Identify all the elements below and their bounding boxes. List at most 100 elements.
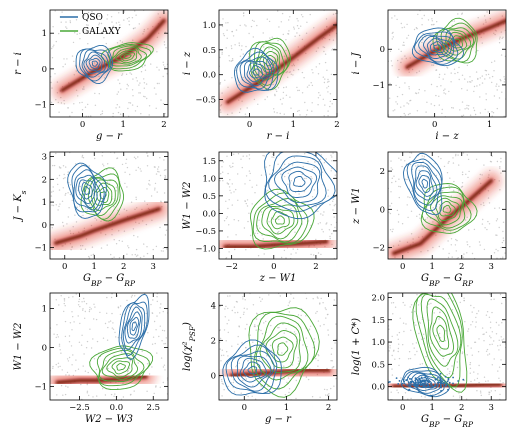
outlier-point (232, 162, 234, 164)
outlier-point (155, 245, 158, 248)
outlier-point (219, 82, 222, 84)
outlier-point (234, 312, 236, 314)
outlier-point (157, 170, 159, 173)
galaxy-contour-line (271, 336, 294, 363)
outlier-point (63, 298, 65, 300)
qso-point (405, 379, 408, 381)
outlier-point (252, 341, 254, 343)
outlier-point (152, 248, 154, 251)
outlier-point (62, 187, 64, 189)
outlier-point (489, 327, 492, 329)
x-tick-label: 2 (334, 120, 339, 130)
outlier-point (435, 335, 437, 337)
outlier-point (477, 351, 480, 353)
outlier-point (237, 199, 239, 201)
outlier-point (305, 337, 307, 339)
qso-point (424, 376, 427, 379)
y-tick-label: 0.5 (202, 46, 216, 56)
outlier-point (223, 34, 225, 37)
qso-point (444, 375, 447, 378)
outlier-point (288, 30, 290, 32)
outlier-point (409, 156, 411, 158)
qso-contour-line (67, 162, 107, 219)
outlier-point (228, 60, 231, 62)
outlier-point (115, 107, 117, 109)
outlier-point (139, 82, 141, 84)
galaxy-contours (101, 42, 154, 72)
outlier-point (243, 307, 245, 309)
outlier-point (294, 211, 296, 214)
outlier-point (411, 190, 413, 192)
outlier-point (94, 104, 97, 107)
outlier-point (467, 330, 469, 332)
outlier-point (237, 311, 239, 314)
outlier-point (220, 360, 222, 362)
outlier-point (466, 244, 469, 246)
outlier-point (234, 44, 236, 46)
outlier-point (323, 211, 325, 213)
outlier-point (398, 178, 400, 180)
outlier-point (146, 97, 148, 100)
outlier-point (248, 154, 251, 156)
outlier-point (136, 80, 138, 82)
outlier-point (321, 171, 324, 173)
outlier-point (126, 88, 128, 90)
galaxy-contour-line (96, 347, 150, 387)
outlier-point (306, 86, 309, 88)
outlier-point (246, 155, 248, 157)
outlier-point (110, 253, 112, 256)
outlier-point (159, 325, 161, 327)
outlier-point (327, 195, 329, 197)
outlier-point (317, 297, 319, 299)
outlier-point (451, 309, 454, 311)
outlier-point (402, 344, 404, 346)
outlier-point (433, 23, 435, 26)
outlier-point (242, 313, 245, 315)
outlier-point (152, 299, 154, 301)
outlier-point (498, 85, 500, 88)
axes-frame (218, 151, 338, 260)
outlier-point (226, 351, 228, 353)
outlier-point (230, 192, 232, 194)
outlier-point (223, 389, 225, 391)
outlier-point (452, 300, 454, 302)
outlier-point (452, 157, 454, 159)
outlier-point (235, 29, 238, 31)
outlier-point (291, 164, 294, 166)
outlier-point (143, 78, 145, 80)
outlier-point (243, 227, 246, 229)
outlier-point (129, 306, 131, 309)
galaxy-contour-line (261, 204, 299, 240)
qso-point (452, 382, 454, 385)
outlier-point (416, 294, 418, 296)
outlier-point (155, 107, 157, 110)
outlier-point (126, 18, 129, 20)
outlier-point (55, 152, 57, 155)
outlier-point (79, 322, 81, 325)
outlier-point (403, 112, 405, 115)
outlier-point (390, 302, 393, 304)
outlier-point (233, 191, 235, 193)
outlier-point (504, 78, 506, 80)
qso-point (418, 390, 420, 393)
outlier-point (469, 114, 472, 116)
outlier-point (106, 312, 108, 314)
outlier-point (329, 204, 331, 206)
outlier-point (495, 333, 498, 335)
outlier-point (91, 13, 93, 15)
outlier-point (229, 165, 231, 167)
outlier-point (278, 218, 280, 221)
outlier-point (287, 172, 289, 174)
qso-point (401, 382, 404, 385)
outlier-point (75, 221, 78, 223)
outlier-point (391, 354, 393, 357)
outlier-point (277, 327, 279, 329)
qso-contour-line (411, 161, 441, 206)
outlier-point (402, 301, 404, 304)
outlier-point (334, 174, 336, 176)
outlier-point (455, 250, 457, 252)
outlier-point (87, 11, 90, 14)
x-axis-label: g − r (96, 131, 123, 142)
outlier-point (403, 330, 405, 333)
x-tick-label: 0 (80, 120, 85, 130)
